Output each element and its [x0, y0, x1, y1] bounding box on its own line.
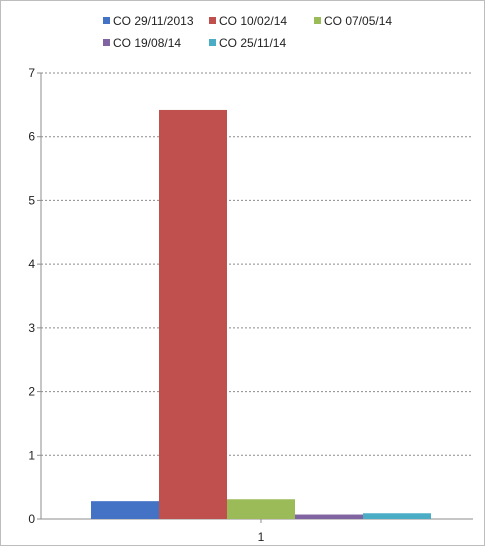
legend-swatch-1 [103, 17, 110, 24]
bar-4 [295, 514, 363, 519]
legend: CO 29/11/2013 CO 10/02/14 CO 07/05/14 CO 19… [103, 14, 392, 50]
legend-label-4: CO 19/08/14 [113, 36, 181, 50]
y-tick-label: 0 [28, 512, 35, 526]
legend-swatch-4 [103, 39, 110, 46]
y-tick-label: 4 [28, 257, 35, 271]
legend-label-2: CO 10/02/14 [219, 14, 287, 28]
y-tick-label: 5 [28, 193, 35, 207]
tick-labels: 0 1 2 3 4 5 6 7 1 [28, 66, 264, 544]
legend-label-5: CO 25/11/14 [219, 36, 286, 50]
bar-5 [363, 513, 431, 519]
y-tick-label: 7 [28, 66, 35, 80]
bar-1 [91, 501, 159, 519]
gridlines [41, 72, 473, 456]
bar-2 [159, 109, 227, 519]
y-tick-label: 6 [28, 130, 35, 144]
bar-3 [227, 499, 295, 519]
legend-swatch-5 [209, 39, 216, 46]
legend-swatch-3 [314, 17, 321, 24]
legend-label-1: CO 29/11/2013 [113, 14, 194, 28]
legend-swatch-2 [209, 17, 216, 24]
y-tick-label: 3 [28, 321, 35, 335]
x-tick-label: 1 [258, 530, 265, 544]
legend-label-3: CO 07/05/14 [324, 14, 392, 28]
y-tick-label: 1 [28, 448, 35, 462]
y-tick-label: 2 [28, 385, 35, 399]
bars [91, 109, 431, 519]
